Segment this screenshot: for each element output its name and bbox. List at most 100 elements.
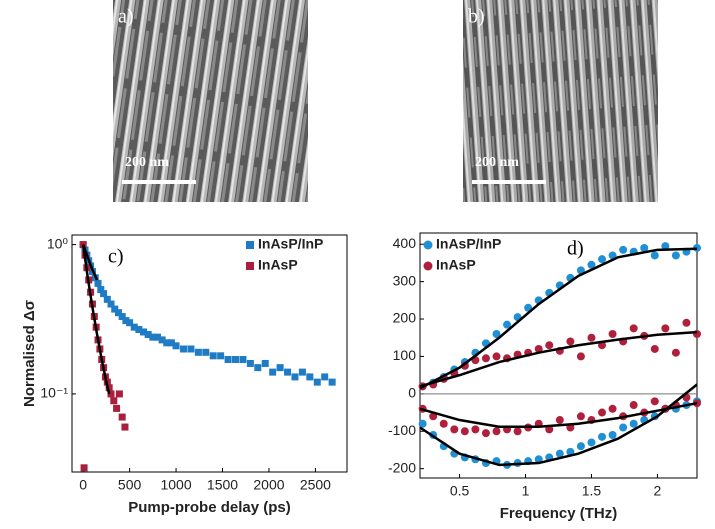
- point: [209, 352, 217, 360]
- point: [471, 425, 480, 434]
- point: [153, 333, 161, 341]
- point: [149, 333, 157, 341]
- point: [503, 320, 512, 329]
- point: [481, 354, 490, 363]
- point: [115, 390, 123, 398]
- point: [608, 404, 617, 413]
- x-tick-label: 500: [118, 477, 142, 493]
- x-tick-label: 1500: [207, 477, 238, 493]
- scale-label: 200 nm: [475, 155, 519, 170]
- x-tick-label: 0: [79, 477, 87, 493]
- scale-bar: [472, 180, 546, 184]
- legend-marker: [246, 262, 254, 270]
- point: [144, 331, 152, 339]
- point: [94, 279, 102, 287]
- point: [619, 245, 628, 254]
- panel-label: d): [567, 238, 584, 260]
- fit-line: [81, 244, 111, 395]
- x-axis-label: Frequency (THz): [500, 505, 618, 522]
- legend-marker: [246, 241, 254, 249]
- point: [450, 425, 459, 434]
- y-tick-label: 200: [393, 310, 417, 326]
- point: [105, 384, 113, 392]
- point: [246, 359, 254, 367]
- point: [80, 464, 88, 472]
- point: [650, 397, 659, 406]
- point: [534, 344, 543, 353]
- point: [671, 251, 680, 260]
- x-tick-label: 0.5: [450, 483, 470, 499]
- point: [135, 326, 143, 334]
- point: [130, 323, 138, 331]
- point: [661, 324, 670, 333]
- point: [261, 359, 269, 367]
- y-tick-label: 10⁻¹: [40, 385, 68, 401]
- point: [254, 364, 262, 372]
- point: [313, 378, 321, 386]
- x-axis-label: Pump-probe delay (ps): [128, 499, 291, 516]
- panel-label: a): [118, 6, 134, 28]
- y-tick-label: 0: [408, 385, 416, 401]
- x-tick-label: 2000: [253, 477, 284, 493]
- point: [492, 427, 501, 436]
- sem-image-b: b) 200 nm: [463, 0, 658, 202]
- x-tick-label: 1.5: [582, 483, 602, 499]
- y-tick-label: 300: [393, 272, 417, 288]
- plot-frame: [71, 234, 348, 473]
- point: [555, 416, 564, 425]
- point: [284, 368, 292, 376]
- point: [126, 319, 134, 327]
- point: [306, 373, 314, 381]
- point: [439, 419, 448, 428]
- point: [576, 266, 585, 275]
- scale-bar: [122, 180, 196, 184]
- y-tick-label: 100: [393, 347, 417, 363]
- point: [587, 333, 596, 342]
- plot-frame: [419, 232, 698, 479]
- point: [576, 412, 585, 421]
- fit-line: [419, 401, 698, 429]
- point: [187, 345, 195, 353]
- chart: 0.5 1 1.5 2 -200 -100 0 100 200 300 400 Frequency (…: [388, 232, 701, 522]
- point: [110, 397, 118, 405]
- point: [122, 317, 130, 325]
- point: [163, 339, 171, 347]
- point: [598, 408, 607, 417]
- legend-marker: [423, 261, 433, 271]
- point: [328, 378, 336, 386]
- panel-label: c): [108, 246, 124, 268]
- point: [545, 341, 554, 350]
- point: [100, 290, 108, 298]
- fit-line: [81, 244, 99, 281]
- point: [576, 352, 585, 361]
- point: [172, 342, 180, 350]
- point: [545, 425, 554, 434]
- y-tick-label: 400: [393, 235, 417, 251]
- point: [661, 242, 670, 251]
- point: [107, 300, 115, 308]
- point: [291, 373, 299, 381]
- point: [103, 295, 111, 303]
- point: [629, 419, 638, 428]
- x-tick-label: 1000: [160, 477, 191, 493]
- point: [107, 390, 115, 398]
- fit-line: [419, 330, 698, 388]
- point: [608, 430, 617, 439]
- legend-marker: [423, 240, 433, 250]
- sem-image: [463, 0, 658, 202]
- point: [492, 329, 501, 338]
- point: [202, 348, 210, 356]
- point: [232, 356, 240, 364]
- point: [118, 413, 126, 421]
- sem-image: [113, 0, 308, 202]
- point: [114, 309, 122, 317]
- x-tick-label: 1: [522, 483, 530, 499]
- point: [555, 449, 564, 458]
- fit-line: [419, 383, 698, 467]
- legend-label: InAsP: [258, 257, 298, 273]
- point: [640, 243, 649, 252]
- point: [194, 348, 202, 356]
- point: [576, 442, 585, 451]
